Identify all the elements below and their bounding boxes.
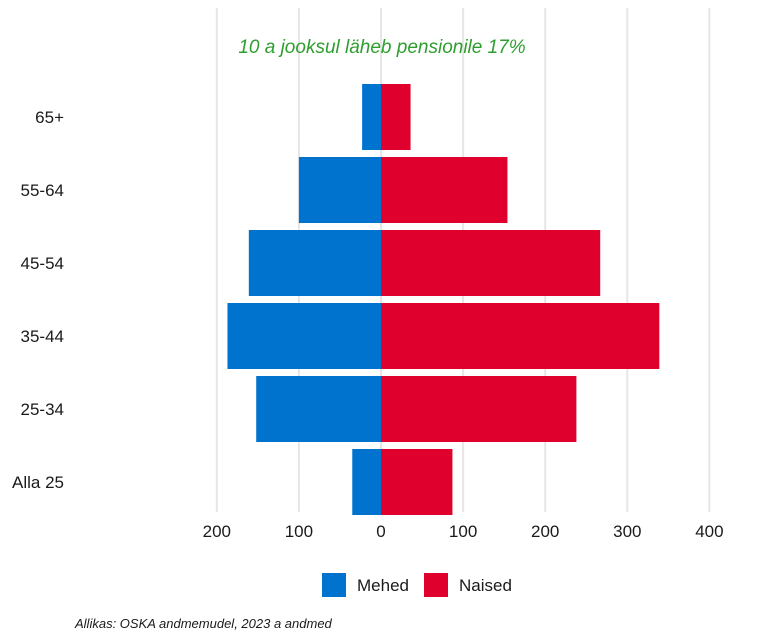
bar-mehed-25-34 (256, 376, 381, 442)
y-tick-label: Alla 25 (12, 473, 64, 492)
y-tick-label: 65+ (35, 108, 64, 127)
x-tick-labels: 200 100 0 100 200 300 400 (203, 522, 724, 541)
x-tick-label: 0 (376, 522, 385, 541)
legend-label-mehed: Mehed (357, 576, 409, 595)
bar-mehed-35-44 (227, 303, 381, 369)
x-tick-label: 400 (695, 522, 723, 541)
x-tick-label: 100 (285, 522, 313, 541)
bar-naised-65- (381, 84, 411, 150)
y-tick-label: 45-54 (21, 254, 64, 273)
legend-label-naised: Naised (459, 576, 512, 595)
chart-annotation: 10 a jooksul läheb pensionile 17% (238, 37, 525, 58)
x-tick-label: 200 (531, 522, 559, 541)
bar-naised-alla-25 (381, 449, 453, 515)
bar-mehed-55-64 (298, 157, 381, 223)
y-tick-label: 55-64 (21, 181, 64, 200)
y-tick-labels: Alla 25 25-34 35-44 45-54 55-64 65+ (12, 108, 64, 492)
legend-swatch-mehed (322, 573, 346, 597)
y-tick-label: 25-34 (21, 400, 64, 419)
bar-naised-25-34 (381, 376, 577, 442)
bar-mehed-alla-25 (352, 449, 381, 515)
bar-naised-45-54 (381, 230, 601, 296)
legend: Mehed Naised (322, 573, 512, 597)
y-tick-label: 35-44 (21, 327, 64, 346)
x-tick-label: 200 (203, 522, 231, 541)
bar-naised-35-44 (381, 303, 660, 369)
x-tick-label: 100 (449, 522, 477, 541)
legend-swatch-naised (424, 573, 448, 597)
x-tick-label: 300 (613, 522, 641, 541)
bar-naised-55-64 (381, 157, 508, 223)
source-caption: Allikas: OSKA andmemudel, 2023 a andmed (74, 616, 333, 631)
bar-mehed-45-54 (248, 230, 381, 296)
bars (227, 84, 660, 515)
bar-mehed-65- (362, 84, 381, 150)
